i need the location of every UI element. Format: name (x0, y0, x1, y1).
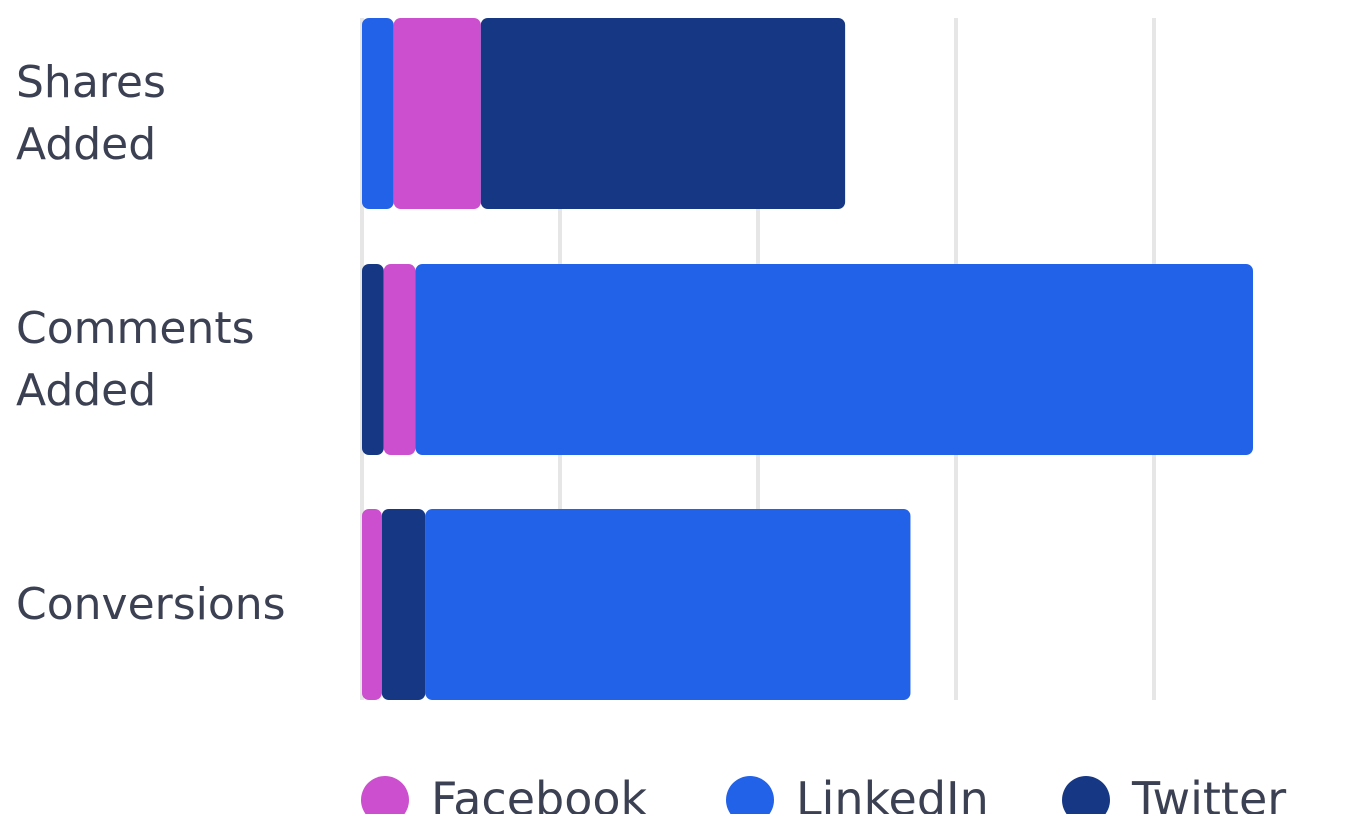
bar-segment (362, 18, 394, 209)
bar-segment (362, 264, 384, 455)
legend-label: LinkedIn (796, 772, 989, 814)
legend-label: Facebook (431, 772, 648, 814)
legend-swatch (726, 776, 774, 814)
category-label: Comments Added (16, 302, 255, 416)
bar-segment (381, 509, 426, 700)
bar-segment (425, 509, 911, 700)
bar-segment (383, 264, 416, 455)
category-label: Shares Added (16, 56, 166, 170)
legend-swatch (361, 776, 409, 814)
legend-label: Twitter (1131, 772, 1286, 814)
category-label: Conversions (16, 578, 286, 630)
bar-segment (480, 18, 846, 209)
bar-segment (415, 264, 1254, 455)
legend-swatch (1062, 776, 1110, 814)
bar-segment (362, 509, 382, 700)
bar-segment (393, 18, 481, 209)
